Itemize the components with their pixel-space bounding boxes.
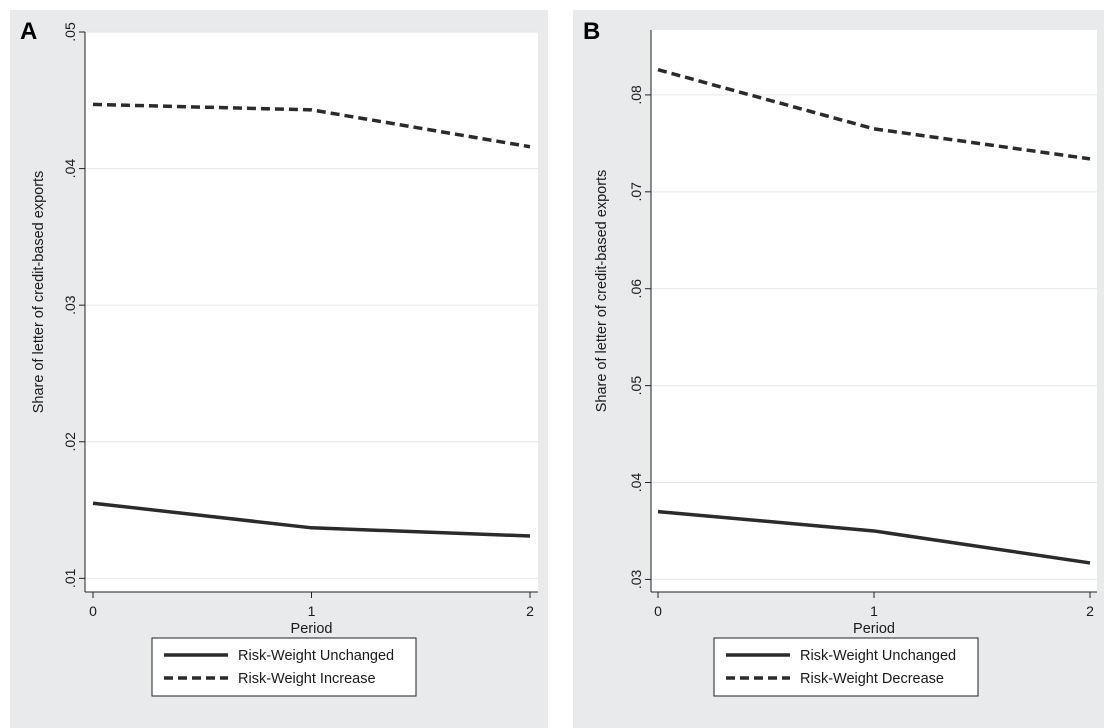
panel-letter-a: A bbox=[20, 18, 38, 45]
y-axis-title: Share of letter of credit-based exports bbox=[594, 170, 610, 413]
x-tick-label: 2 bbox=[526, 603, 534, 619]
y-tick-label: .05 bbox=[62, 22, 78, 42]
x-axis-title: Period bbox=[291, 621, 333, 637]
legend-label: Risk-Weight Increase bbox=[238, 671, 376, 687]
legend-box bbox=[713, 637, 979, 697]
x-tick-label: 2 bbox=[1086, 603, 1094, 619]
y-tick-label: .07 bbox=[628, 182, 644, 202]
y-tick-label: .06 bbox=[628, 279, 644, 299]
series-line-solid bbox=[657, 509, 1091, 565]
legend-box bbox=[151, 637, 417, 697]
chart-panel-b: B .03 .04 .05 .06 .07 .08 0 1 2 Period Share of le… bbox=[573, 10, 1104, 728]
y-tick-label: .04 bbox=[62, 159, 78, 179]
plot-area bbox=[651, 30, 1097, 592]
series-line-dashed bbox=[92, 102, 531, 149]
x-tick-label: 0 bbox=[89, 603, 97, 619]
legend-label: Risk-Weight Decrease bbox=[800, 671, 944, 687]
y-tick-label: .04 bbox=[628, 473, 644, 493]
x-axis-title: Period bbox=[853, 621, 895, 637]
plot-area bbox=[85, 32, 538, 592]
y-tick-label: .02 bbox=[62, 432, 78, 452]
series-line-solid bbox=[92, 501, 531, 538]
legend-label: Risk-Weight Unchanged bbox=[800, 648, 956, 664]
y-tick-label: .03 bbox=[62, 295, 78, 315]
chart-b-svg: .03 .04 .05 .06 .07 .08 0 1 2 Period Share of lett… bbox=[594, 30, 1097, 697]
y-tick-label: .03 bbox=[628, 569, 644, 589]
legend-label: Risk-Weight Unchanged bbox=[238, 648, 394, 664]
y-axis-title: Share of letter of credit-based exports bbox=[31, 171, 47, 414]
x-tick-label: 0 bbox=[654, 603, 662, 619]
x-tick-label: 1 bbox=[308, 603, 316, 619]
x-tick-label: 1 bbox=[870, 603, 878, 619]
panel-letter-b: B bbox=[583, 18, 601, 45]
y-tick-label: .08 bbox=[628, 85, 644, 105]
chart-a-svg: .01 .02 .03 .04 .05 0 1 2 Period Share of letter … bbox=[31, 22, 538, 697]
series-line-dashed bbox=[657, 68, 1091, 161]
y-tick-label: .01 bbox=[62, 568, 78, 588]
chart-panel-a: A .01 .02 .03 .04 .05 0 1 2 Period Share of lette… bbox=[10, 10, 548, 728]
y-tick-label: .05 bbox=[628, 376, 644, 396]
